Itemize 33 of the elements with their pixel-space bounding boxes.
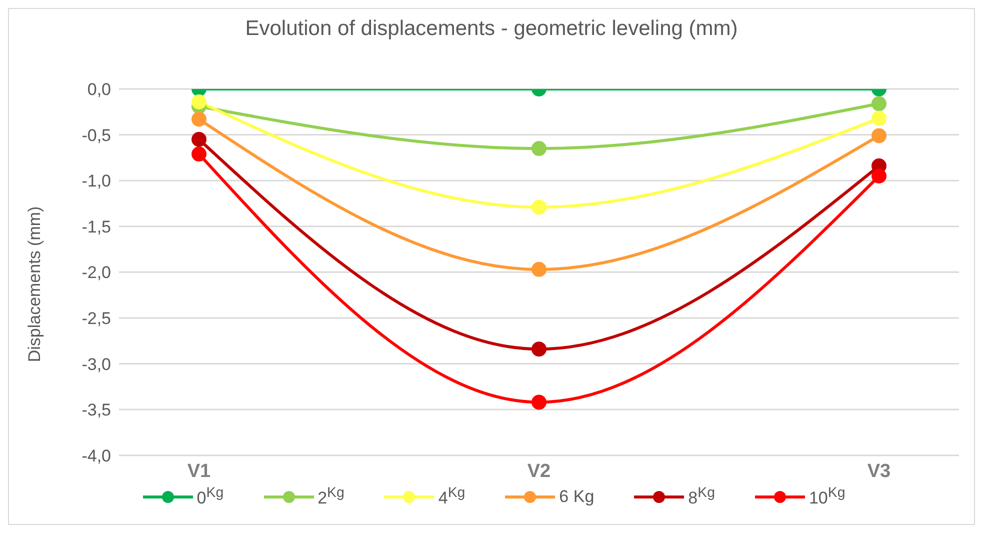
legend-label: 4$^{Kg}$: [438, 485, 466, 509]
y-tick-label: 0,0: [87, 80, 111, 100]
y-tick-label: -0,5: [82, 126, 111, 145]
point: [192, 146, 206, 162]
legend-label: 8$^{Kg}$: [688, 485, 715, 509]
y-axis-title: Displacements (mm): [25, 206, 44, 362]
y-tick-label: -4,0: [82, 446, 111, 466]
y-tick-label: -2,0: [82, 263, 111, 282]
point: [532, 394, 546, 410]
point: [872, 128, 886, 144]
point: [192, 132, 206, 147]
chart-title: Evolution of displacements - geometric leveling (mm): [244, 17, 739, 41]
legend-label: 6 Kg: [559, 487, 594, 508]
x-tick-label: V1: [187, 460, 212, 482]
point: [872, 168, 886, 184]
legend-label: 0$^{Kg}$: [196, 485, 224, 509]
y-tick-label: -3,0: [82, 354, 111, 374]
x-tick-label: V2: [527, 460, 551, 482]
point: [532, 141, 546, 156]
point: [532, 200, 546, 215]
point: [192, 112, 206, 127]
point: [192, 94, 206, 110]
y-tick-label: -2,5: [82, 309, 111, 328]
point: [532, 342, 546, 357]
point: [532, 262, 546, 277]
y-tick-label: -1,5: [82, 217, 111, 236]
legend-label: 2$^{Kg}$: [318, 485, 344, 509]
x-tick-label: V3: [867, 460, 891, 482]
y-tick-label: -1,0: [82, 172, 111, 191]
point: [872, 96, 886, 112]
point: [872, 110, 886, 126]
y-tick-label: -3,5: [82, 400, 111, 420]
legend-label: 10$^{Kg}$: [808, 485, 846, 509]
